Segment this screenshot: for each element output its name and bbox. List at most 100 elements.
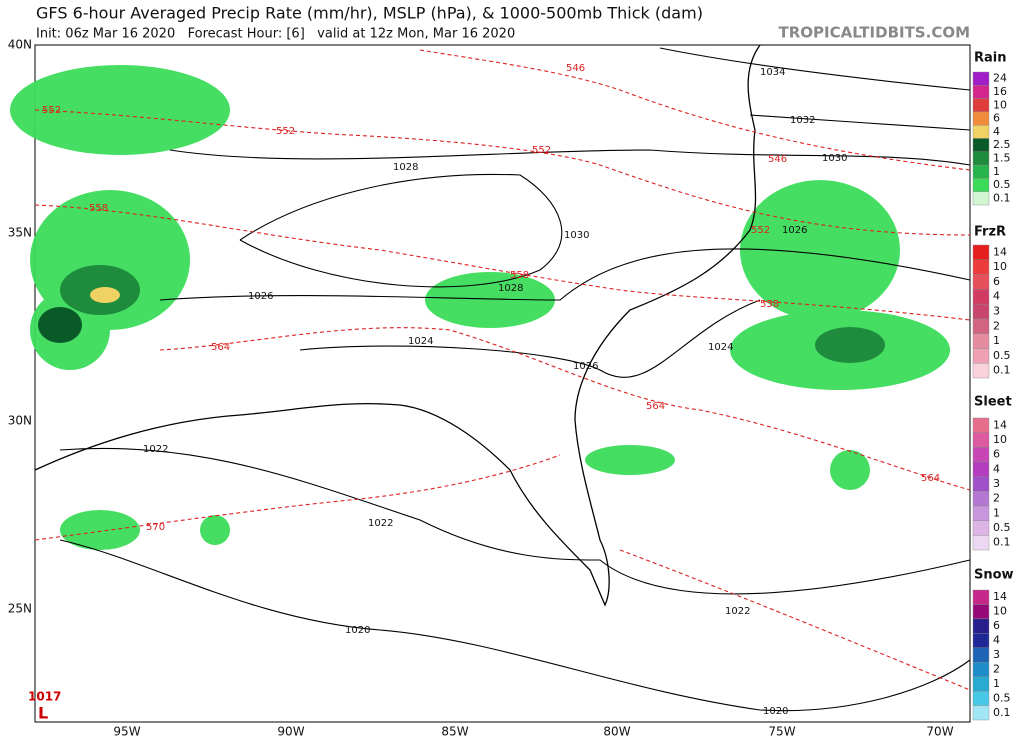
isobar-labels: 1034 1032 1030 1028 1030 1026 1028 1026 … xyxy=(143,67,847,717)
isobar-label: 1034 xyxy=(760,67,785,78)
low-pressure: 1017 xyxy=(28,690,61,704)
legend-swatch xyxy=(972,151,990,166)
legend-value: 14 xyxy=(993,418,1007,431)
legend-swatch xyxy=(972,417,990,433)
isobar-label: 1022 xyxy=(725,606,750,617)
legend-swatch xyxy=(972,111,990,126)
legend-swatch xyxy=(972,138,990,153)
thickness-label: 552 xyxy=(751,225,770,236)
thickness-label: 558 xyxy=(89,203,108,214)
isobar-label: 1028 xyxy=(498,283,523,294)
legend-value: 14 xyxy=(993,245,1007,258)
lon-labels: 95W 90W 85W 80W 75W 70W xyxy=(113,725,953,739)
legend-swatch xyxy=(972,505,990,521)
legend-swatch xyxy=(972,85,990,99)
legend-value: 10 xyxy=(993,260,1007,273)
thickness-label: 564 xyxy=(211,342,230,353)
legend-value: 10 xyxy=(993,98,1007,111)
thickness-labels: 546 552 552 552 546 552 558 558 558 564 … xyxy=(42,63,940,533)
thickness-label: 558 xyxy=(510,270,529,281)
precip-heavy xyxy=(38,265,885,363)
lon-label: 95W xyxy=(113,725,140,739)
legend-swatch xyxy=(972,289,990,305)
legend-swatch xyxy=(972,124,990,139)
legend-value: 1 xyxy=(993,506,1000,519)
legend-swatch xyxy=(972,363,990,379)
isobar-label: 1026 xyxy=(573,361,598,372)
legend-value: 24 xyxy=(993,72,1007,85)
map: 40N 35N 30N 25N 95W 90W 85W 80W 75W 70W … xyxy=(8,38,971,739)
legend-swatch xyxy=(972,662,990,677)
isobar-label: 1028 xyxy=(393,162,418,173)
legend-title: Rain xyxy=(974,51,1007,66)
thickness-label: 564 xyxy=(646,401,665,412)
legend-swatch xyxy=(972,589,990,605)
legend-swatch xyxy=(972,71,990,86)
isobar-label: 1030 xyxy=(564,230,589,241)
legend-value: 0.5 xyxy=(993,349,1011,362)
thickness-label: 570 xyxy=(146,522,165,533)
legend-value: 0.1 xyxy=(993,706,1011,719)
legend-swatch xyxy=(972,520,990,536)
legend-swatch xyxy=(972,333,990,349)
legend-value: 2 xyxy=(993,662,1000,675)
legend-value: 10 xyxy=(993,605,1007,618)
legend-swatch xyxy=(972,259,990,275)
legend-swatch xyxy=(972,618,990,634)
isobar-label: 1026 xyxy=(782,225,807,236)
legend-value: 4 xyxy=(993,634,1000,647)
legend-value: 2.5 xyxy=(993,138,1011,151)
thickness-lines xyxy=(34,49,971,691)
legend-value: 6 xyxy=(993,275,1000,288)
legend-swatch xyxy=(972,164,990,179)
isobar-label: 1032 xyxy=(790,115,815,126)
legend-swatch xyxy=(972,98,990,113)
thickness-label: 546 xyxy=(566,63,585,74)
legend-value: 0.5 xyxy=(993,691,1011,704)
isobar-label: 1020 xyxy=(345,625,370,636)
legend-swatch xyxy=(972,274,990,290)
thickness-label: 552 xyxy=(276,126,295,137)
legend-swatch xyxy=(972,318,990,334)
isobar-label: 1022 xyxy=(368,518,393,529)
legend-value: 0.5 xyxy=(993,521,1011,534)
legend-value: 6 xyxy=(993,448,1000,461)
legend-swatch xyxy=(972,244,990,260)
isobar-label: 1030 xyxy=(822,153,847,164)
legend-value: 10 xyxy=(993,433,1007,446)
legend-title: Sleet xyxy=(974,395,1012,410)
legend-value: 1 xyxy=(993,677,1000,690)
isobars xyxy=(59,47,971,712)
thickness-label: 558 xyxy=(760,299,779,310)
legend-swatch xyxy=(972,191,990,206)
legend-swatch xyxy=(972,461,990,477)
legend-swatch xyxy=(972,676,990,692)
coastline xyxy=(34,44,761,607)
legend-title: Snow xyxy=(974,568,1014,583)
legend-swatch xyxy=(972,535,990,551)
lat-labels: 40N 35N 30N 25N xyxy=(8,38,32,616)
lat-label: 35N xyxy=(8,226,32,240)
legend-value: 0.1 xyxy=(993,536,1011,549)
legend-swatch xyxy=(972,348,990,364)
legend-value: 1 xyxy=(993,334,1000,347)
legend-swatch xyxy=(972,647,990,663)
legend-swatch xyxy=(972,604,990,620)
legend-value: 4 xyxy=(993,290,1000,303)
legend-value: 1 xyxy=(993,165,1000,178)
low-marker: L xyxy=(38,704,48,723)
legend-swatch xyxy=(972,303,990,320)
legend-swatch xyxy=(972,447,990,463)
legend-value: 2 xyxy=(993,319,1000,332)
lon-label: 90W xyxy=(277,725,304,739)
thickness-label: 564 xyxy=(921,473,940,484)
lat-label: 30N xyxy=(8,414,32,428)
legend-value: 6 xyxy=(993,112,1000,125)
legend-value: 0.1 xyxy=(993,364,1011,377)
lon-label: 80W xyxy=(603,725,630,739)
legends: Rain241610642.51.510.50.1FrzR1410643210.… xyxy=(972,51,1014,721)
isobar-label: 1024 xyxy=(708,342,733,353)
legend-value: 2 xyxy=(993,492,1000,505)
title: GFS 6-hour Averaged Precip Rate (mm/hr),… xyxy=(36,4,703,23)
